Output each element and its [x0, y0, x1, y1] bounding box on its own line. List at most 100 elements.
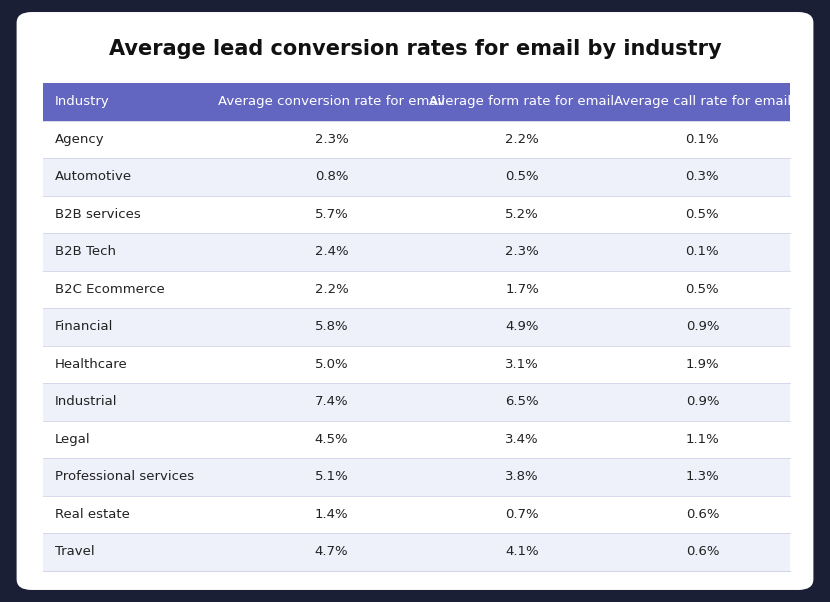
Text: Financial: Financial	[55, 320, 113, 334]
Text: 2.3%: 2.3%	[315, 133, 349, 146]
Text: 5.8%: 5.8%	[315, 320, 349, 334]
FancyBboxPatch shape	[234, 458, 429, 495]
FancyBboxPatch shape	[429, 120, 614, 158]
Text: Healthcare: Healthcare	[55, 358, 128, 371]
FancyBboxPatch shape	[43, 495, 234, 533]
FancyBboxPatch shape	[43, 83, 234, 120]
Text: 4.7%: 4.7%	[315, 545, 349, 559]
FancyBboxPatch shape	[234, 383, 429, 421]
Text: 5.1%: 5.1%	[315, 470, 349, 483]
FancyBboxPatch shape	[614, 383, 790, 421]
FancyBboxPatch shape	[614, 458, 790, 495]
Text: 7.4%: 7.4%	[315, 396, 349, 408]
Text: 2.3%: 2.3%	[505, 246, 539, 258]
FancyBboxPatch shape	[614, 271, 790, 308]
FancyBboxPatch shape	[43, 196, 234, 233]
Text: 4.9%: 4.9%	[505, 320, 539, 334]
Text: 5.2%: 5.2%	[505, 208, 539, 221]
FancyBboxPatch shape	[614, 158, 790, 196]
Text: Automotive: Automotive	[55, 170, 132, 184]
FancyBboxPatch shape	[43, 308, 234, 346]
Text: 0.9%: 0.9%	[686, 320, 719, 334]
Text: Agency: Agency	[55, 133, 105, 146]
FancyBboxPatch shape	[429, 308, 614, 346]
Text: 1.1%: 1.1%	[686, 433, 720, 446]
Text: 3.8%: 3.8%	[505, 470, 539, 483]
FancyBboxPatch shape	[429, 458, 614, 495]
Text: Real estate: Real estate	[55, 508, 129, 521]
FancyBboxPatch shape	[234, 271, 429, 308]
Text: B2B services: B2B services	[55, 208, 140, 221]
Text: Industrial: Industrial	[55, 396, 117, 408]
Text: 5.0%: 5.0%	[315, 358, 349, 371]
FancyBboxPatch shape	[43, 421, 234, 458]
FancyBboxPatch shape	[429, 533, 614, 571]
FancyBboxPatch shape	[43, 271, 234, 308]
FancyBboxPatch shape	[43, 346, 234, 383]
Text: 0.1%: 0.1%	[686, 133, 720, 146]
Text: 1.9%: 1.9%	[686, 358, 720, 371]
FancyBboxPatch shape	[614, 196, 790, 233]
FancyBboxPatch shape	[43, 233, 234, 271]
Text: 3.1%: 3.1%	[505, 358, 539, 371]
Text: 1.4%: 1.4%	[315, 508, 349, 521]
Text: 2.2%: 2.2%	[315, 283, 349, 296]
Text: 0.1%: 0.1%	[686, 246, 720, 258]
FancyBboxPatch shape	[234, 421, 429, 458]
FancyBboxPatch shape	[429, 233, 614, 271]
FancyBboxPatch shape	[429, 196, 614, 233]
FancyBboxPatch shape	[234, 196, 429, 233]
Text: 1.3%: 1.3%	[686, 470, 720, 483]
FancyBboxPatch shape	[614, 533, 790, 571]
FancyBboxPatch shape	[614, 495, 790, 533]
Text: 0.8%: 0.8%	[315, 170, 349, 184]
FancyBboxPatch shape	[43, 383, 234, 421]
FancyBboxPatch shape	[614, 233, 790, 271]
FancyBboxPatch shape	[429, 421, 614, 458]
Text: Industry: Industry	[55, 95, 110, 108]
Text: 0.7%: 0.7%	[505, 508, 539, 521]
Text: 4.1%: 4.1%	[505, 545, 539, 559]
FancyBboxPatch shape	[234, 120, 429, 158]
FancyBboxPatch shape	[43, 458, 234, 495]
Text: B2B Tech: B2B Tech	[55, 246, 115, 258]
FancyBboxPatch shape	[234, 533, 429, 571]
Text: 4.5%: 4.5%	[315, 433, 349, 446]
FancyBboxPatch shape	[614, 346, 790, 383]
FancyBboxPatch shape	[234, 308, 429, 346]
Text: 0.5%: 0.5%	[686, 208, 720, 221]
FancyBboxPatch shape	[17, 12, 813, 590]
FancyBboxPatch shape	[614, 83, 790, 120]
FancyBboxPatch shape	[614, 308, 790, 346]
Text: 0.9%: 0.9%	[686, 396, 719, 408]
Text: 0.3%: 0.3%	[686, 170, 720, 184]
Text: 3.4%: 3.4%	[505, 433, 539, 446]
FancyBboxPatch shape	[43, 533, 234, 571]
FancyBboxPatch shape	[43, 120, 234, 158]
Text: 0.5%: 0.5%	[686, 283, 720, 296]
FancyBboxPatch shape	[234, 83, 429, 120]
Text: 5.7%: 5.7%	[315, 208, 349, 221]
FancyBboxPatch shape	[614, 120, 790, 158]
Text: Legal: Legal	[55, 433, 90, 446]
Text: Professional services: Professional services	[55, 470, 194, 483]
FancyBboxPatch shape	[429, 346, 614, 383]
FancyBboxPatch shape	[429, 83, 614, 120]
Text: Average form rate for email: Average form rate for email	[429, 95, 614, 108]
Text: 6.5%: 6.5%	[505, 396, 539, 408]
FancyBboxPatch shape	[429, 158, 614, 196]
Text: Average conversion rate for email: Average conversion rate for email	[218, 95, 445, 108]
FancyBboxPatch shape	[234, 346, 429, 383]
Text: 0.6%: 0.6%	[686, 545, 719, 559]
Text: Average lead conversion rates for email by industry: Average lead conversion rates for email …	[109, 39, 721, 60]
FancyBboxPatch shape	[234, 158, 429, 196]
Text: 1.7%: 1.7%	[505, 283, 539, 296]
FancyBboxPatch shape	[429, 495, 614, 533]
FancyBboxPatch shape	[234, 233, 429, 271]
FancyBboxPatch shape	[614, 421, 790, 458]
FancyBboxPatch shape	[43, 158, 234, 196]
Text: 0.6%: 0.6%	[686, 508, 719, 521]
FancyBboxPatch shape	[234, 495, 429, 533]
Text: Travel: Travel	[55, 545, 95, 559]
Text: B2C Ecommerce: B2C Ecommerce	[55, 283, 164, 296]
